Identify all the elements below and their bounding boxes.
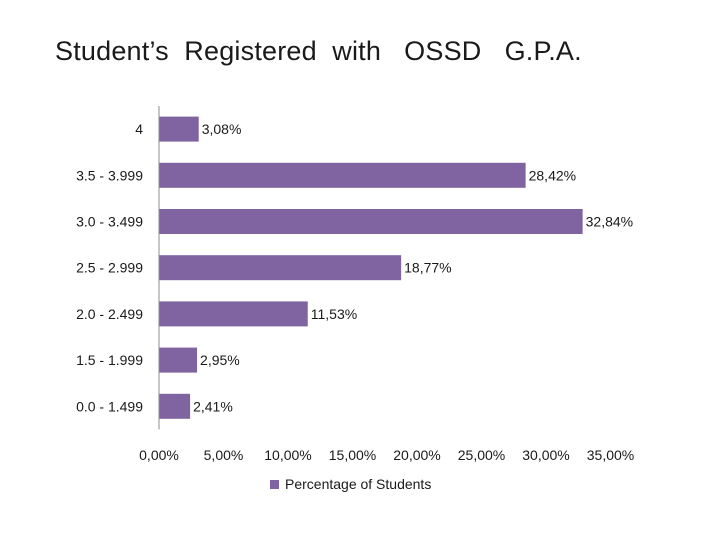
category-label: 3.5 - 3.999	[76, 167, 143, 183]
data-label: 2,95%	[200, 352, 240, 368]
data-label: 3,08%	[202, 121, 242, 137]
bar	[159, 116, 199, 142]
x-tick-label: 10,00%	[264, 447, 311, 463]
data-label: 28,42%	[529, 167, 576, 183]
bar	[159, 347, 198, 373]
bar	[159, 209, 583, 234]
category-label: 1.5 - 1.999	[76, 352, 143, 368]
legend-label: Percentage of Students	[285, 476, 432, 492]
x-tick-label: 15,00%	[329, 447, 376, 463]
bar	[159, 162, 526, 188]
chart-title: Student’s Registered with OSSD G.P.A.	[55, 36, 582, 66]
x-tick-label: 20,00%	[393, 447, 440, 463]
x-tick-label: 25,00%	[458, 447, 505, 463]
data-label: 11,53%	[311, 306, 357, 322]
bar	[159, 255, 402, 281]
x-tick-label: 5,00%	[204, 447, 244, 463]
bar	[159, 301, 308, 327]
x-tick-label: 0,00%	[139, 447, 179, 463]
legend: Percentage of Students	[270, 476, 431, 492]
bar	[159, 393, 191, 419]
data-label: 2,41%	[193, 398, 233, 414]
data-label: 18,77%	[404, 260, 451, 276]
x-tick-label: 35,00%	[587, 447, 634, 463]
category-label: 3.0 - 3.499	[76, 214, 143, 230]
category-label: 2.0 - 2.499	[76, 306, 143, 322]
x-tick-label: 30,00%	[522, 447, 569, 463]
data-label: 32,84%	[586, 214, 633, 230]
category-label: 0.0 - 1.499	[76, 398, 143, 414]
category-label: 4	[135, 121, 143, 137]
legend-swatch	[270, 479, 279, 489]
category-label: 2.5 - 2.999	[76, 260, 143, 276]
